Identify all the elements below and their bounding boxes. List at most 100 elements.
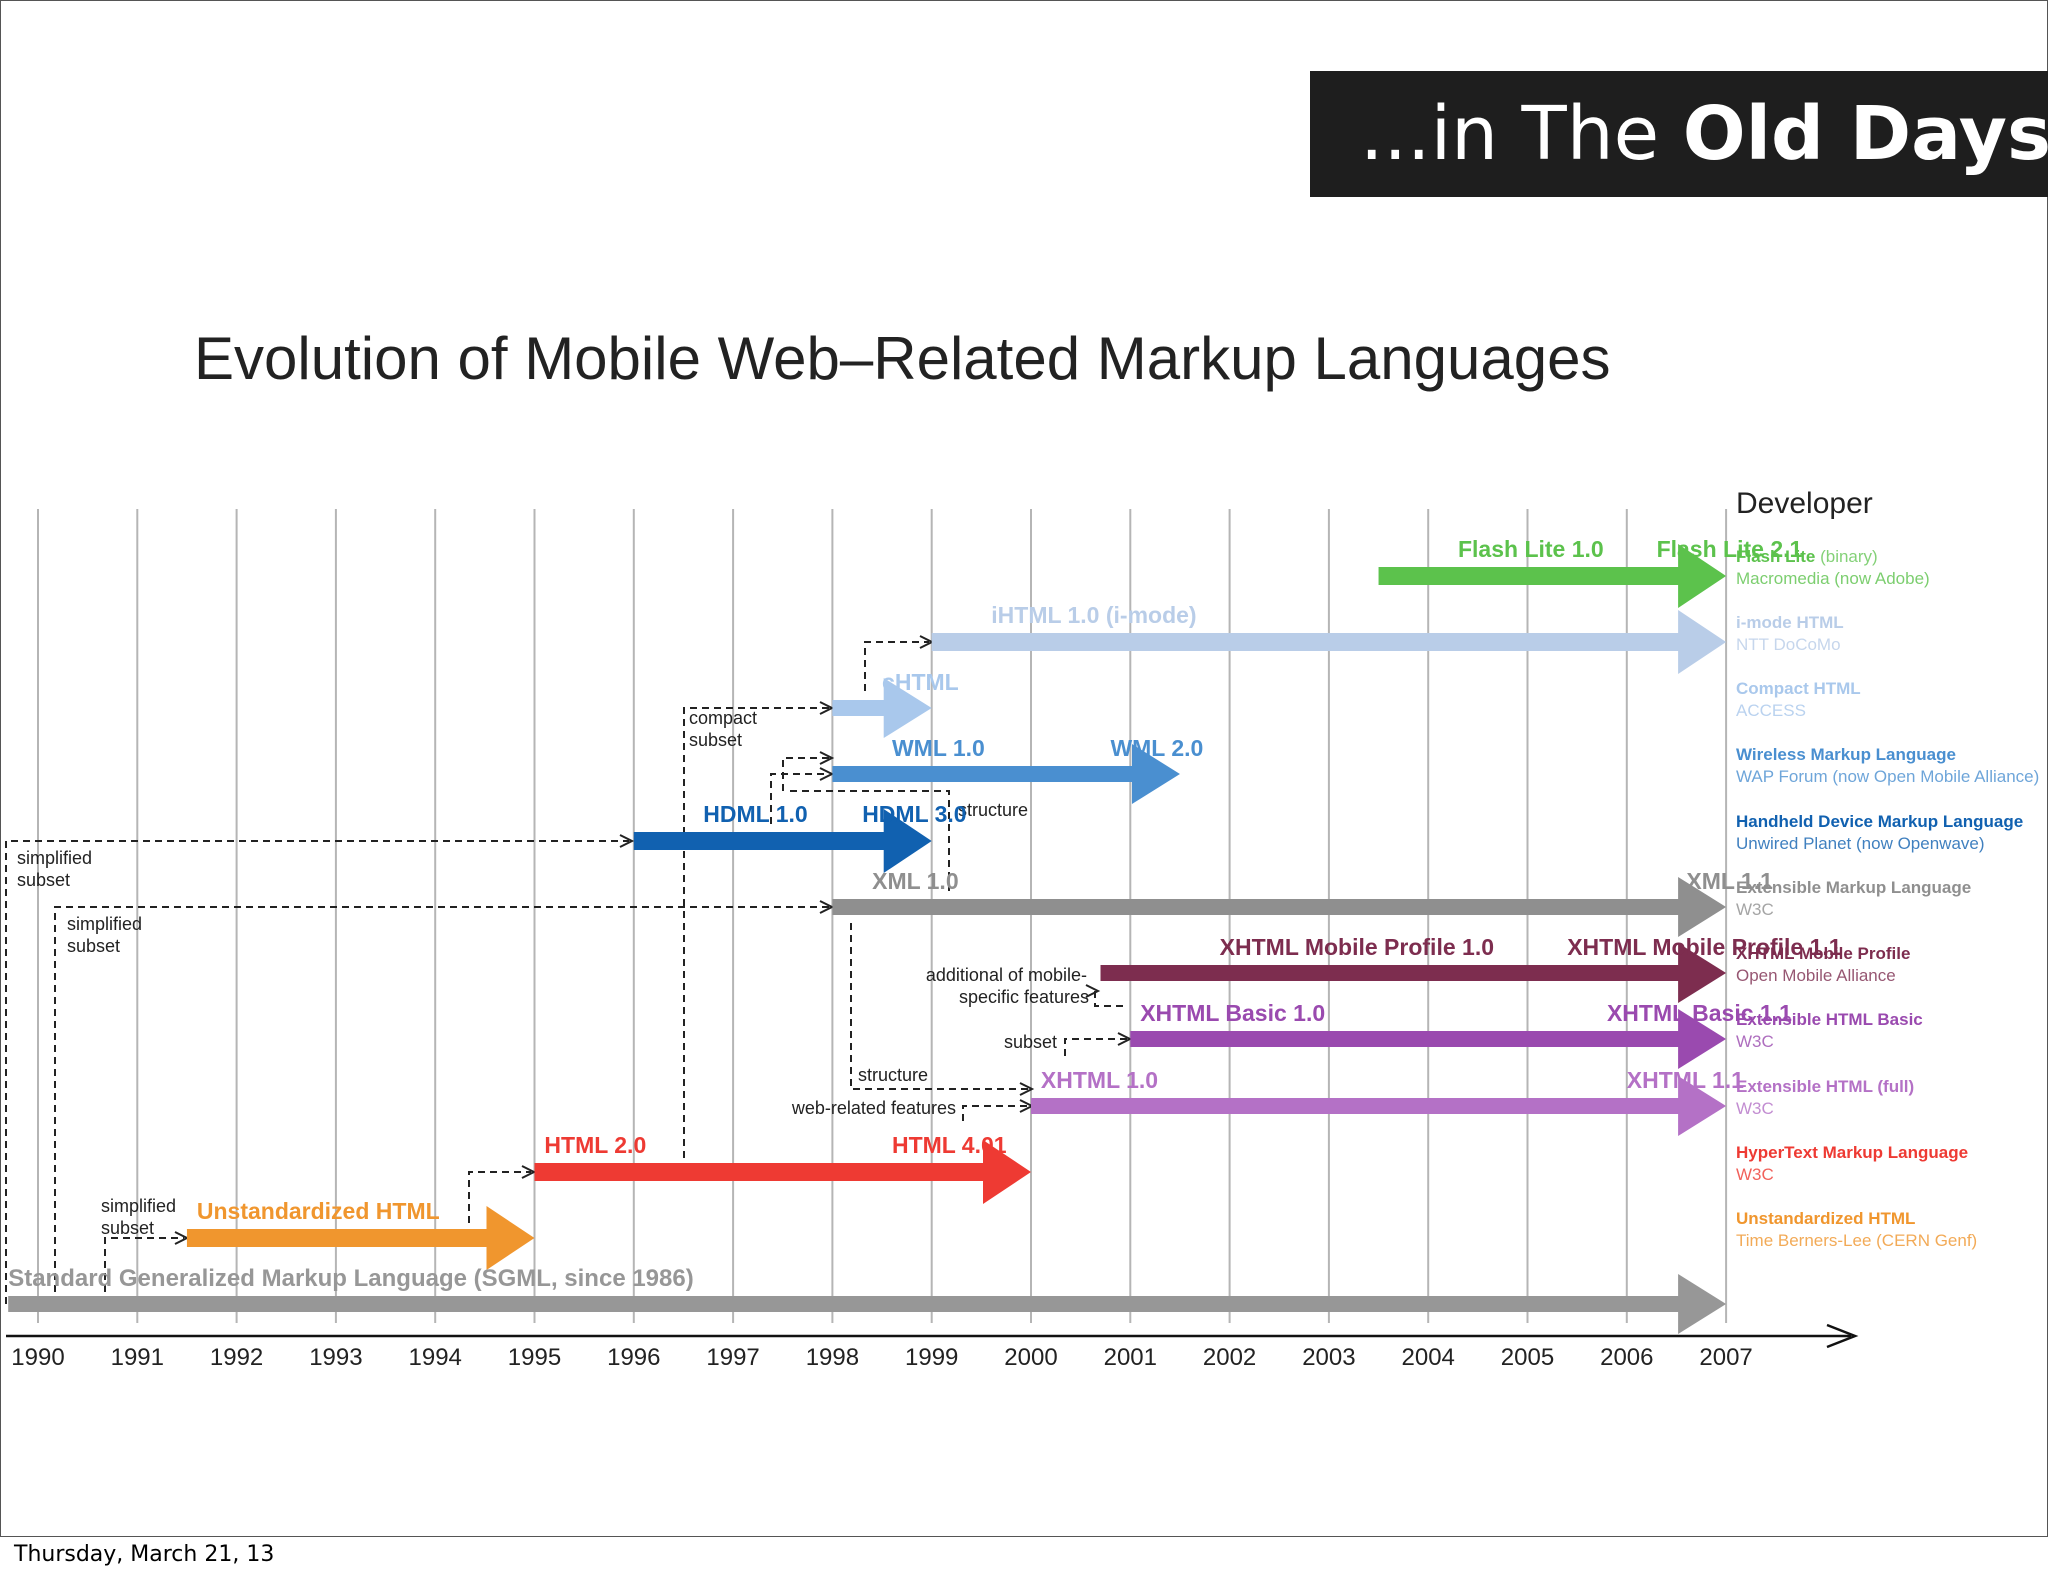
lane-label-ihtml: iHTML 1.0 (i-mode): [991, 602, 1196, 628]
developer-suffix-flash: (binary): [1815, 547, 1877, 566]
year-tick-label: 1999: [905, 1344, 958, 1371]
connector-unstd-html: [468, 1171, 531, 1223]
developer-org-html: W3C: [1736, 1165, 1774, 1184]
lane-arrow-hdml: [633, 809, 932, 873]
developer-name-unstd: Unstandardized HTML: [1736, 1209, 1915, 1228]
year-tick-label: 1990: [11, 1344, 64, 1371]
lane-label-hdml: HDML 1.0: [703, 801, 807, 827]
connector-arrowhead: [1117, 1032, 1133, 1046]
developer-org-wml: WAP Forum (now Open Mobile Alliance): [1736, 767, 2039, 786]
banner-bold: Old Days: [1682, 91, 2048, 177]
time-axis-arrowhead: [1826, 1323, 1859, 1349]
lane-label-wml: WML 2.0: [1110, 735, 1203, 761]
lane-label-html: HTML 4.01: [892, 1132, 1007, 1158]
year-tick-label: 1992: [210, 1344, 263, 1371]
lane-label-chtml: cHTML: [882, 669, 959, 695]
note-simplified-xml: simplified: [67, 914, 142, 934]
developer-org-flash: Macromedia (now Adobe): [1736, 569, 1930, 588]
timeline-chart: Evolution of Mobile Web–Related Markup L…: [5, 325, 2039, 1371]
year-tick-label: 2002: [1203, 1344, 1256, 1371]
connector-xhtml-basic-subset: [1064, 1038, 1127, 1056]
lane-arrow-flash: [1378, 544, 1727, 608]
lane-arrow-html: [534, 1140, 1031, 1204]
lane-label-html: HTML 2.0: [544, 1132, 646, 1158]
developer-name-xhtml: Extensible HTML (full): [1736, 1077, 1914, 1096]
developer-org-hdml: Unwired Planet (now Openwave): [1736, 834, 1985, 853]
note-subset-xml: subset: [67, 936, 120, 956]
developer-name-xhtmlbasic: Extensible HTML Basic: [1736, 1010, 1923, 1029]
year-tick-label: 2001: [1104, 1344, 1157, 1371]
lane-arrow-xml: [832, 877, 1727, 937]
note-structure-xhtml: structure: [858, 1065, 928, 1085]
connector-sgml-unstd: [104, 1237, 184, 1304]
connector-arrowhead: [521, 1165, 537, 1179]
connector-sgml-xml: [54, 906, 829, 1304]
developer-org-ihtml: NTT DoCoMo: [1736, 635, 1841, 654]
developer-header: Developer: [1736, 487, 1873, 520]
developer-org-chtml: ACCESS: [1736, 701, 1806, 720]
lane-label-sgml: Standard Generalized Markup Language (SG…: [8, 1265, 694, 1292]
lane-label-xhtmlbasic: XHTML Basic 1.1: [1607, 1000, 1792, 1026]
lane-label-wml: WML 1.0: [892, 735, 985, 761]
connector-html-chtml: [683, 707, 829, 1158]
note-simplified-hdml: simplified: [17, 848, 92, 868]
slide-footer-date: Thursday, March 21, 13: [14, 1542, 275, 1567]
connector-hdml-wml-2: [782, 757, 829, 791]
lane-arrow-chtml: [832, 678, 932, 738]
developer-name-chtml: Compact HTML: [1736, 679, 1861, 698]
note-structure-wml: structure: [958, 800, 1028, 820]
year-tick-label: 1996: [607, 1344, 660, 1371]
developer-name-html: HyperText Markup Language: [1736, 1143, 1968, 1162]
note-simplified-unstd: simplified: [101, 1196, 176, 1216]
developer-org-unstd: Time Berners-Lee (CERN Genf): [1736, 1231, 1977, 1250]
connector-arrowhead: [819, 767, 835, 781]
developer-name-xml: Extensible Markup Language: [1736, 878, 1971, 897]
year-tick-label: 2000: [1004, 1344, 1057, 1371]
lane-arrow-xhtmlmp: [1100, 943, 1727, 1003]
note-additional: additional of mobile-: [926, 965, 1087, 985]
lane-label-flash: Flash Lite 2.1: [1657, 536, 1803, 562]
note-subset-hdml: subset: [17, 870, 70, 890]
developer-name-wml: Wireless Markup Language: [1736, 745, 1956, 764]
connector-arrowhead: [819, 751, 835, 765]
developer-org-xhtmlmp: Open Mobile Alliance: [1736, 966, 1896, 985]
connector-basic-mp-features: [1094, 991, 1127, 1007]
connector-arrowhead: [819, 701, 835, 715]
lane-label-hdml: HDML 3.0: [862, 801, 966, 827]
lane-label-xhtml: XHTML 1.1: [1627, 1067, 1744, 1093]
year-tick-label: 1997: [706, 1344, 759, 1371]
lane-arrow-xhtml: [1031, 1076, 1727, 1136]
lane-label-xml: XML 1.1: [1686, 868, 1773, 894]
connector-hdml-wml: [770, 773, 829, 824]
connector-arrowhead: [1019, 1082, 1035, 1096]
note-compact-subset: subset: [689, 730, 742, 750]
lane-arrow-wml: [832, 744, 1180, 804]
lane-label-flash: Flash Lite 1.0: [1458, 536, 1604, 562]
connector-html-xhtml-web: [962, 1105, 1029, 1121]
year-tick-label: 1995: [508, 1344, 561, 1371]
slide: ...in The Old Days Evolution of Mobile W…: [0, 0, 2048, 1537]
year-tick-label: 1998: [806, 1344, 859, 1371]
chart-title: Evolution of Mobile Web–Related Markup L…: [194, 325, 1610, 392]
developer-name-ihtml: i-mode HTML: [1736, 613, 1844, 632]
note-compact: compact: [689, 708, 757, 728]
developer-name-flash: Flash Lite (binary): [1736, 547, 1878, 566]
developer-name-xhtmlmp: XHTML Mobile Profile: [1736, 944, 1910, 963]
note-web-related: web-related features: [791, 1098, 956, 1118]
developer-name-hdml: Handheld Device Markup Language: [1736, 812, 2023, 831]
year-tick-label: 2006: [1600, 1344, 1653, 1371]
lane-label-xhtmlmp: XHTML Mobile Profile 1.0: [1220, 934, 1494, 960]
developer-org-xhtmlbasic: W3C: [1736, 1032, 1774, 1051]
year-tick-label: 2003: [1302, 1344, 1355, 1371]
note-specific-features: specific features: [959, 987, 1089, 1007]
lane-label-unstd: Unstandardized HTML: [197, 1198, 440, 1224]
banner-prefix: ...in The: [1360, 91, 1683, 177]
lane-label-xhtmlmp: XHTML Mobile Profile 1.1: [1567, 934, 1842, 960]
lane-arrow-ihtml: [931, 610, 1727, 674]
lane-label-xhtmlbasic: XHTML Basic 1.0: [1140, 1000, 1325, 1026]
developer-org-xhtml: W3C: [1736, 1099, 1774, 1118]
note-subset-basic: subset: [1004, 1032, 1057, 1052]
connector-arrowhead: [1085, 984, 1101, 998]
note-subset-unstd: subset: [101, 1218, 154, 1238]
connector-xml-wml-structure: [785, 790, 950, 891]
